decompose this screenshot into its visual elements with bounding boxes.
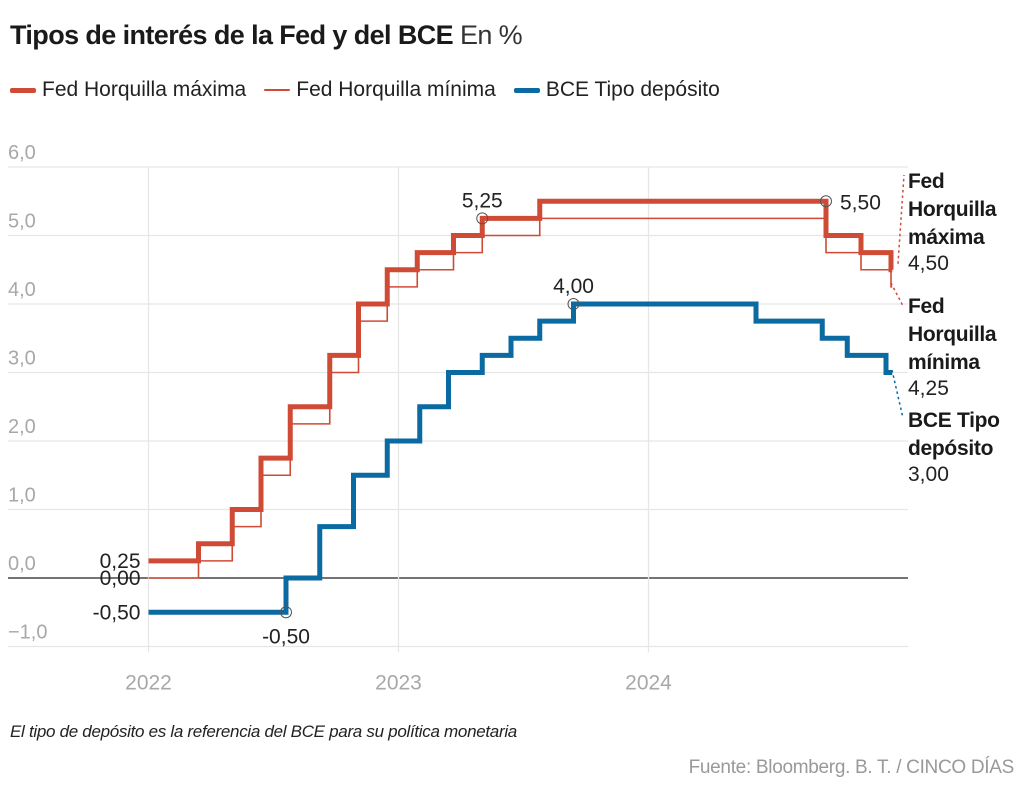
x-tick-label: 2022 — [125, 672, 172, 695]
data-label: 5,25 — [462, 189, 503, 212]
end-label-name: BCE Tipo — [908, 409, 1000, 432]
annotation-marker — [280, 606, 292, 619]
x-tick-label: 2023 — [375, 672, 422, 695]
y-tick-label: 5,0 — [8, 211, 36, 233]
y-tick-label: 6,0 — [8, 142, 36, 164]
end-label-name: máxima — [908, 226, 985, 249]
series-fed-max-line — [148, 198, 894, 564]
leader-bce — [891, 369, 904, 419]
end-label-fed-min: Fed Horquilla mínima 4,25 — [908, 295, 997, 400]
end-label-value: 4,50 — [908, 252, 949, 275]
x-tick-label: 2024 — [625, 672, 672, 695]
data-label: 5,50 — [840, 191, 881, 214]
source-credit: Fuente: Bloomberg. B. T. / CINCO DÍAS — [688, 757, 1015, 778]
end-label-name: mínima — [908, 351, 980, 374]
chart-title-text: Tipos de interés de la Fed y del BCE — [10, 20, 454, 50]
end-label-value: 4,25 — [908, 377, 949, 400]
y-tick-label: 1,0 — [8, 485, 36, 507]
end-label-name: Fed — [908, 170, 944, 193]
legend-swatch-fed-min — [264, 89, 291, 91]
y-tick-label: 3,0 — [8, 348, 36, 370]
annotations: 0,250,00 -0,50 -0,50 5,25 4,00 5,50 — [93, 189, 881, 648]
legend-item-fed-max: Fed Horquilla máxima — [10, 78, 246, 102]
legend-label: Fed Horquilla máxima — [42, 78, 247, 101]
data-label: 0,00 — [100, 567, 141, 590]
end-label-name: Horquilla — [908, 198, 997, 221]
series-fed-min-line — [148, 217, 893, 579]
end-labels: Fed Horquilla máxima 4,50 Fed Horquilla mínima… — [890, 170, 1000, 486]
y-tick-label: −1,0 — [8, 622, 47, 644]
y-tick-label: 0,0 — [8, 553, 36, 575]
leader-fed-min — [890, 282, 904, 307]
chart-title: Tipos de interés de la Fed y del BCE En … — [10, 20, 523, 51]
chart-unit: En % — [459, 20, 523, 50]
end-label-name: depósito — [908, 437, 993, 460]
data-label: 4,00 — [553, 275, 594, 298]
legend-swatch-bce — [513, 87, 540, 93]
data-label: -0,50 — [93, 601, 141, 624]
legend-label: Fed Horquilla mínima — [296, 78, 496, 101]
end-label-name: Fed — [908, 295, 944, 318]
data-label: 0,25 — [100, 550, 141, 573]
legend-label: BCE Tipo depósito — [545, 78, 720, 101]
annotation-marker — [476, 212, 489, 225]
leader-fed-max — [897, 174, 905, 264]
annotation-marker — [820, 195, 832, 208]
legend-item-fed-min: Fed Horquilla mínima — [264, 78, 496, 102]
series-bce-line — [148, 301, 893, 615]
end-label-fed-max: Fed Horquilla máxima 4,50 — [908, 170, 997, 275]
y-axis: −1,0 0,0 1,0 2,0 3,0 4,0 5,0 6,0 — [8, 142, 47, 644]
series-lines — [148, 198, 894, 615]
legend-swatch-fed-max — [10, 87, 36, 93]
grid — [8, 166, 908, 653]
end-label-bce: BCE Tipo depósito 3,00 — [908, 409, 1000, 486]
legend-item-bce: BCE Tipo depósito — [513, 78, 720, 102]
y-tick-label: 4,0 — [8, 279, 36, 301]
end-label-name: Horquilla — [908, 323, 997, 346]
end-label-value: 3,00 — [908, 463, 949, 486]
annotation-marker — [567, 298, 580, 310]
y-tick-label: 2,0 — [8, 416, 36, 438]
x-axis: 2022 2023 2024 — [125, 672, 672, 695]
data-label: -0,50 — [262, 625, 310, 648]
legend: Fed Horquilla máxima Fed Horquilla mínim… — [10, 78, 738, 102]
footnote: El tipo de depósito es la referencia del… — [10, 722, 517, 741]
